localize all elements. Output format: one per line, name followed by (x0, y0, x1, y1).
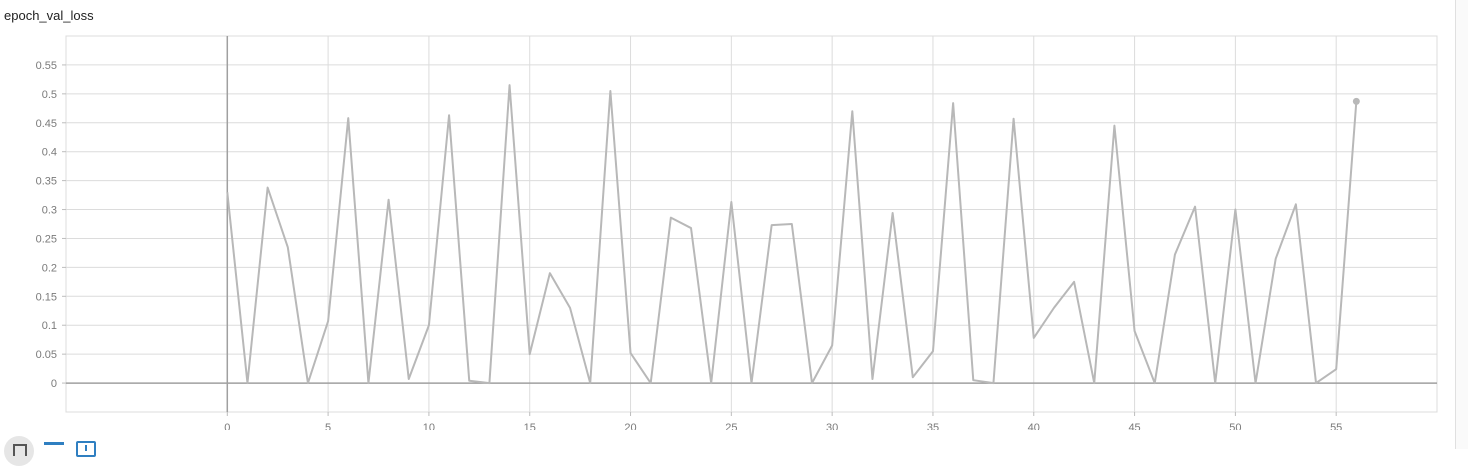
x-tick-label: 55 (1330, 422, 1342, 430)
tick-labels: 0 5 10 15 20 25 30 35 40 45 50 55 0 0.05 0.1 0.15 0.2 0.2… (36, 60, 1343, 430)
y-tick-label: 0.25 (36, 233, 57, 245)
grid (65, 35, 1438, 413)
y-tick-label: 0.4 (42, 147, 57, 159)
x-tick-label: 45 (1128, 422, 1140, 430)
x-tick-label: 30 (826, 422, 838, 430)
series-layer (226, 84, 1360, 385)
x-tick-label: 0 (224, 422, 230, 430)
x-tick-label: 5 (325, 422, 331, 430)
x-tick-label: 50 (1229, 422, 1241, 430)
last-point-marker (1352, 97, 1360, 105)
series-line (226, 84, 1358, 385)
x-tick-label: 40 (1028, 422, 1040, 430)
y-tick-label: 0.45 (36, 118, 57, 130)
x-tick-label: 15 (524, 422, 536, 430)
x-tick-label: 10 (423, 422, 435, 430)
download-icon[interactable] (76, 441, 96, 457)
y-tick-label: 0.35 (36, 176, 57, 188)
line-chart: 0 5 10 15 20 25 30 35 40 45 50 55 0 0.05 0.1 0.15 0.2 0.2… (36, 35, 1438, 430)
x-tick-label: 35 (927, 422, 939, 430)
y-tick-label: 0.05 (36, 349, 57, 361)
chart-toolbar (4, 436, 124, 466)
x-tick-label: 25 (725, 422, 737, 430)
y-tick-label: 0.5 (42, 89, 57, 101)
panel-scrollbar[interactable] (1455, 0, 1468, 449)
y-tick-label: 0 (51, 378, 57, 390)
y-tick-label: 0.1 (42, 320, 57, 332)
fit-domain-icon[interactable] (4, 436, 34, 466)
y-tick-label: 0.55 (36, 60, 57, 72)
y-tick-label: 0.15 (36, 291, 57, 303)
plot-border (65, 35, 1438, 413)
chart-title: epoch_val_loss (4, 8, 94, 23)
toggle-log-scale-icon[interactable] (44, 442, 64, 445)
x-tick-label: 20 (624, 422, 636, 430)
y-tick-label: 0.3 (42, 205, 57, 217)
y-tick-label: 0.2 (42, 262, 57, 274)
